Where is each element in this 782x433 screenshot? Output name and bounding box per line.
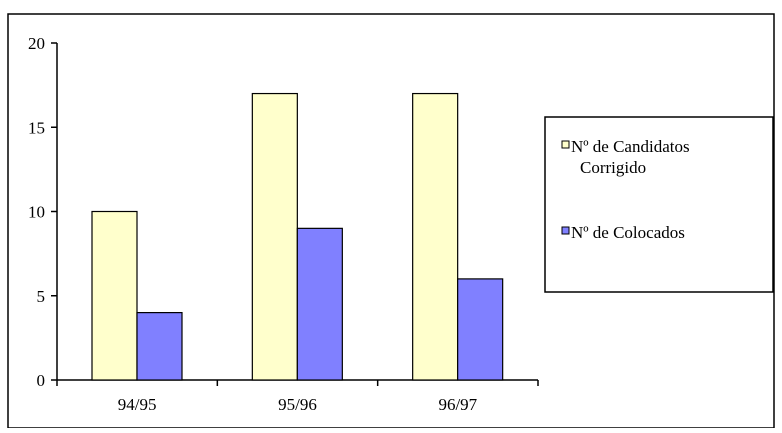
bar: [91, 210, 138, 381]
y-tick-label: 0: [37, 371, 46, 390]
legend: Nº de Candidatos Corrigido Nº de Colocados: [544, 116, 774, 293]
plot-area: 0 5 10 15 20 94/95 95/96 96/97: [28, 34, 539, 414]
x-tick-label: 95/96: [278, 395, 317, 414]
y-tick-label: 5: [37, 287, 46, 306]
legend-label-line: Nº de Candidatos: [571, 137, 690, 156]
legend-swatch: [561, 140, 570, 149]
y-tick-label: 15: [28, 118, 45, 137]
bar: [457, 278, 504, 381]
bar: [136, 312, 183, 381]
y-tick-label: 20: [28, 34, 45, 53]
legend-label-line: Corrigido: [580, 158, 646, 177]
legend-label: Nº de Candidatos Corrigido: [571, 137, 690, 177]
bar: [251, 92, 298, 381]
bar: [412, 92, 459, 381]
y-tick-label: 10: [28, 203, 45, 222]
bar: [296, 227, 343, 381]
x-tick-label: 94/95: [118, 395, 157, 414]
x-tick-label: 96/97: [438, 395, 477, 414]
legend-swatch: [561, 226, 570, 235]
legend-label: Nº de Colocados: [571, 223, 685, 242]
legend-box: [544, 116, 774, 293]
legend-label-line: Nº de Colocados: [571, 223, 685, 242]
